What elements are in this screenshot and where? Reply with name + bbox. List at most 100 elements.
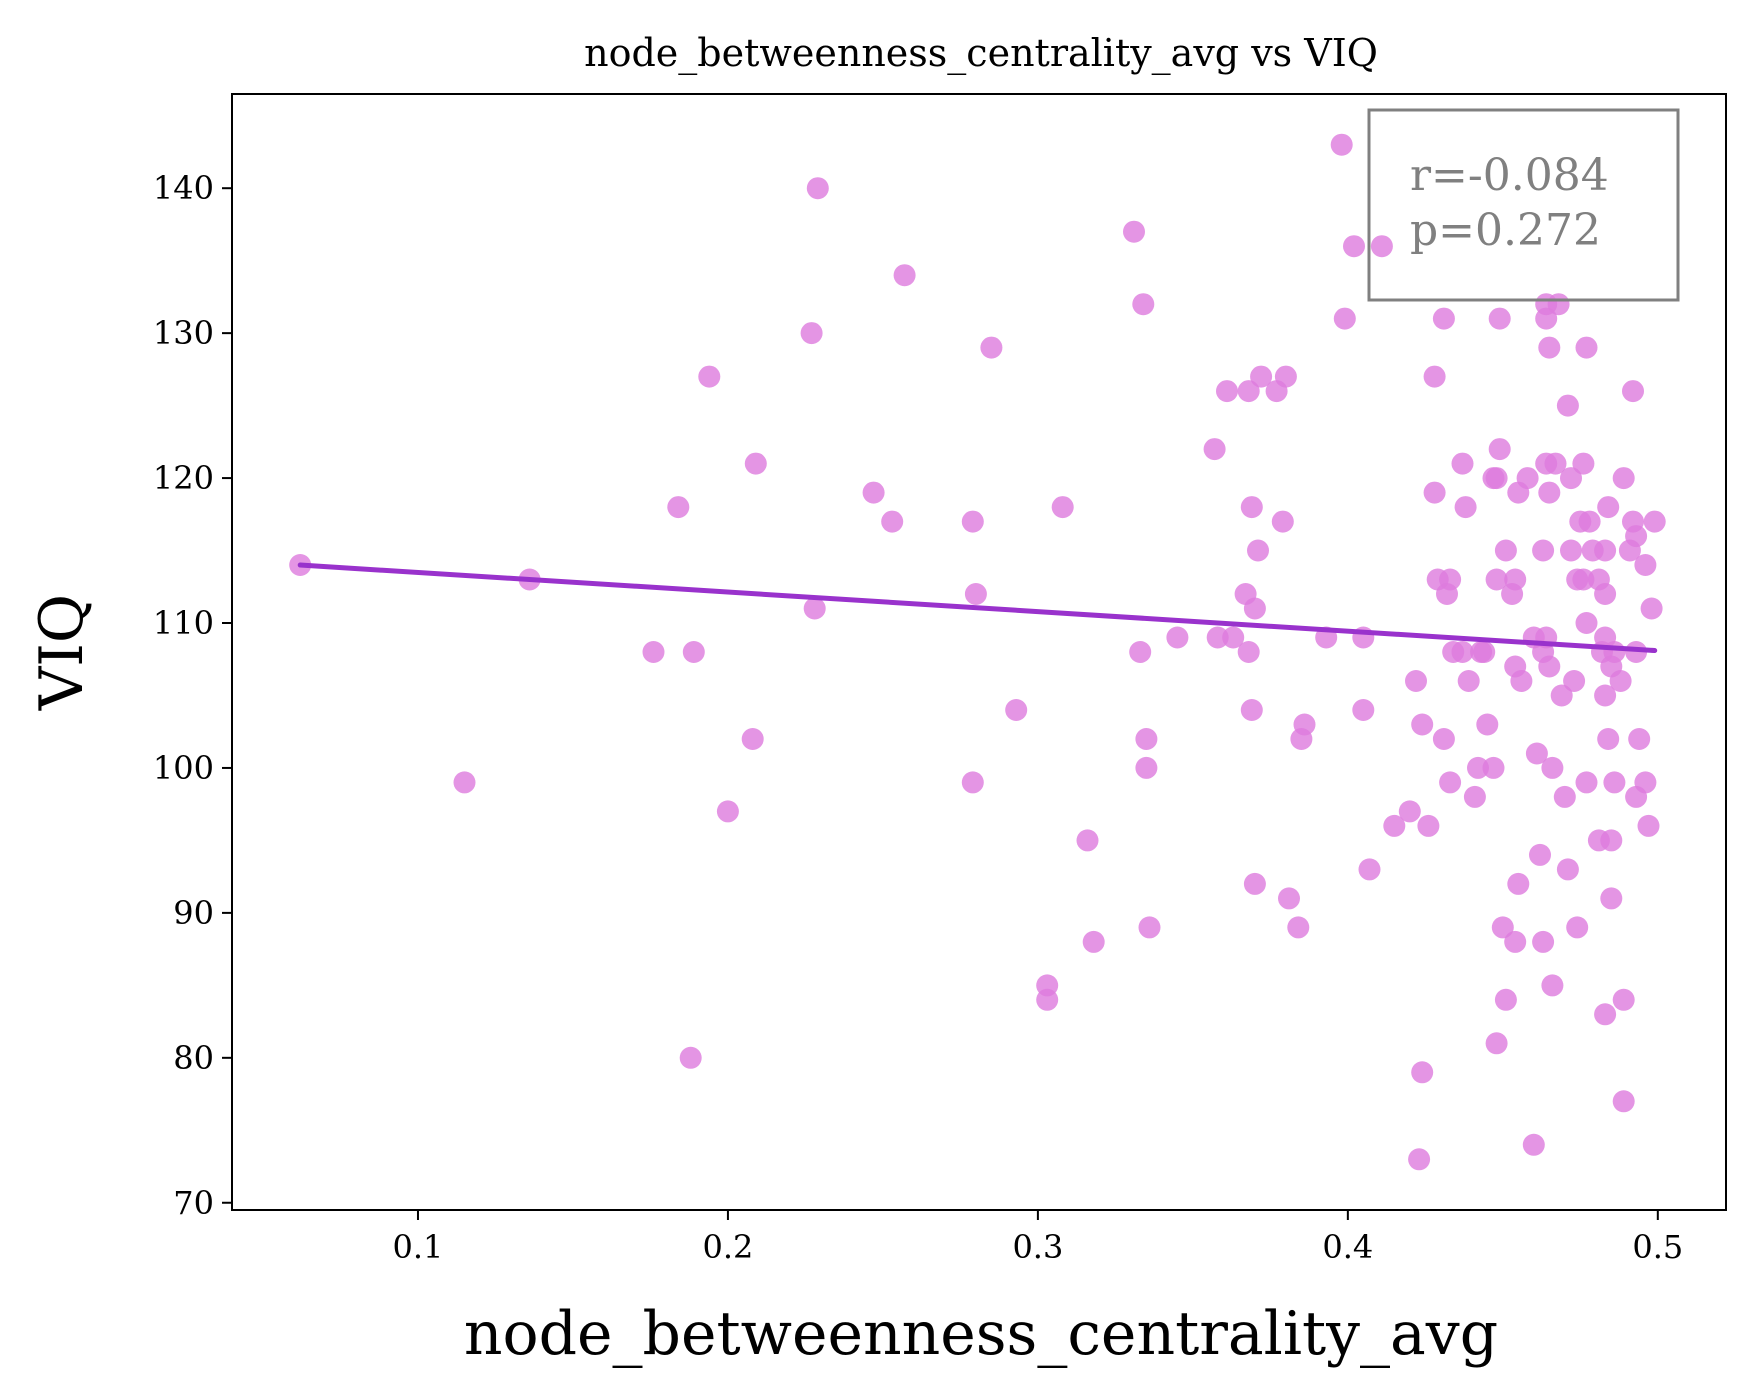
data-point [1612, 988, 1635, 1011]
data-point [1560, 539, 1582, 562]
data-point [1538, 336, 1561, 359]
data-point [1370, 235, 1393, 258]
data-point [1597, 728, 1620, 750]
data-point [1476, 713, 1499, 736]
plot-area-frame [231, 93, 1727, 1211]
data-point [1575, 612, 1598, 634]
data-point [1603, 771, 1626, 794]
data-point [1625, 641, 1648, 663]
stats-annotation-p: p=0.272 [1410, 205, 1601, 256]
data-point [1451, 452, 1474, 475]
data-point [1408, 1148, 1431, 1171]
data-point [1541, 974, 1564, 997]
data-point [1594, 539, 1617, 562]
data-point [1216, 380, 1238, 403]
data-point [1271, 510, 1294, 533]
data-point [1643, 510, 1666, 533]
data-point [1036, 988, 1059, 1011]
data-point [862, 481, 885, 504]
data-point [1293, 713, 1316, 736]
data-point [698, 365, 721, 388]
x-tick-label: 0.5 [1632, 1228, 1683, 1266]
data-point [1612, 1090, 1635, 1113]
data-point [1634, 771, 1657, 794]
y-tick-label: 90 [173, 894, 214, 932]
x-tick-label: 0.1 [393, 1228, 444, 1266]
data-point [1510, 670, 1533, 692]
data-point [1572, 568, 1595, 591]
data-point [961, 510, 984, 533]
data-point [800, 322, 823, 345]
data-point [1358, 858, 1381, 881]
data-point [1504, 930, 1527, 953]
data-point [1166, 626, 1189, 649]
data-point [1516, 467, 1539, 490]
data-point [1488, 438, 1511, 461]
data-point [1600, 829, 1623, 852]
data-point [1076, 829, 1099, 852]
data-point [1343, 235, 1365, 258]
data-point [1352, 699, 1375, 721]
y-axis-ticks: 70 80 90 100 110 120 130 140 [153, 169, 232, 1222]
data-point [1463, 785, 1486, 808]
data-point [881, 510, 904, 533]
data-point [1222, 626, 1245, 649]
data-point [741, 728, 764, 750]
data-point [1522, 1133, 1545, 1156]
data-point [1454, 496, 1477, 519]
data-point [682, 641, 705, 663]
data-point [679, 1046, 702, 1069]
data-point [1491, 916, 1514, 939]
data-point [1237, 380, 1260, 403]
data-point [1330, 133, 1353, 156]
x-tick-label: 0.4 [1322, 1228, 1373, 1266]
data-point [1575, 771, 1598, 794]
data-point [1550, 684, 1573, 707]
data-point [1625, 525, 1648, 548]
data-point [1547, 293, 1570, 316]
data-point [1603, 641, 1626, 663]
data-point [667, 496, 690, 519]
data-point [1556, 858, 1579, 881]
data-point [1278, 887, 1300, 910]
data-point [1051, 496, 1074, 519]
data-point [1597, 496, 1620, 519]
data-point [1243, 872, 1266, 895]
data-point [1287, 916, 1310, 939]
data-point [1005, 699, 1028, 721]
data-point [1485, 1032, 1508, 1055]
data-point [1135, 756, 1158, 779]
data-point [1439, 771, 1462, 794]
data-point [1525, 742, 1548, 765]
data-point [1532, 539, 1555, 562]
x-tick-label: 0.2 [702, 1228, 753, 1266]
y-tick-label: 140 [153, 169, 214, 207]
data-point [1247, 539, 1269, 562]
data-point [1566, 916, 1589, 939]
stats-annotation-r: r=-0.084 [1410, 150, 1609, 201]
data-point [1398, 800, 1421, 823]
data-point [803, 597, 826, 620]
data-point [716, 800, 739, 823]
data-point [1494, 988, 1517, 1011]
y-tick-label: 70 [173, 1184, 214, 1222]
y-tick-label: 130 [153, 314, 214, 352]
data-point [1132, 293, 1155, 316]
data-point [744, 452, 767, 475]
data-point [1423, 365, 1446, 388]
data-point [1553, 785, 1576, 808]
data-point [1243, 597, 1266, 620]
data-point [1439, 568, 1462, 591]
data-point [1609, 670, 1632, 692]
data-point [1634, 554, 1657, 576]
data-point [1544, 452, 1567, 475]
data-point [1203, 438, 1226, 461]
data-point [1411, 1061, 1434, 1084]
data-point [806, 177, 829, 200]
data-point [1135, 728, 1158, 750]
data-point [1240, 496, 1263, 519]
data-point [1563, 670, 1586, 692]
data-point [1206, 626, 1229, 649]
y-tick-label: 80 [173, 1039, 214, 1077]
data-point [1485, 467, 1508, 490]
